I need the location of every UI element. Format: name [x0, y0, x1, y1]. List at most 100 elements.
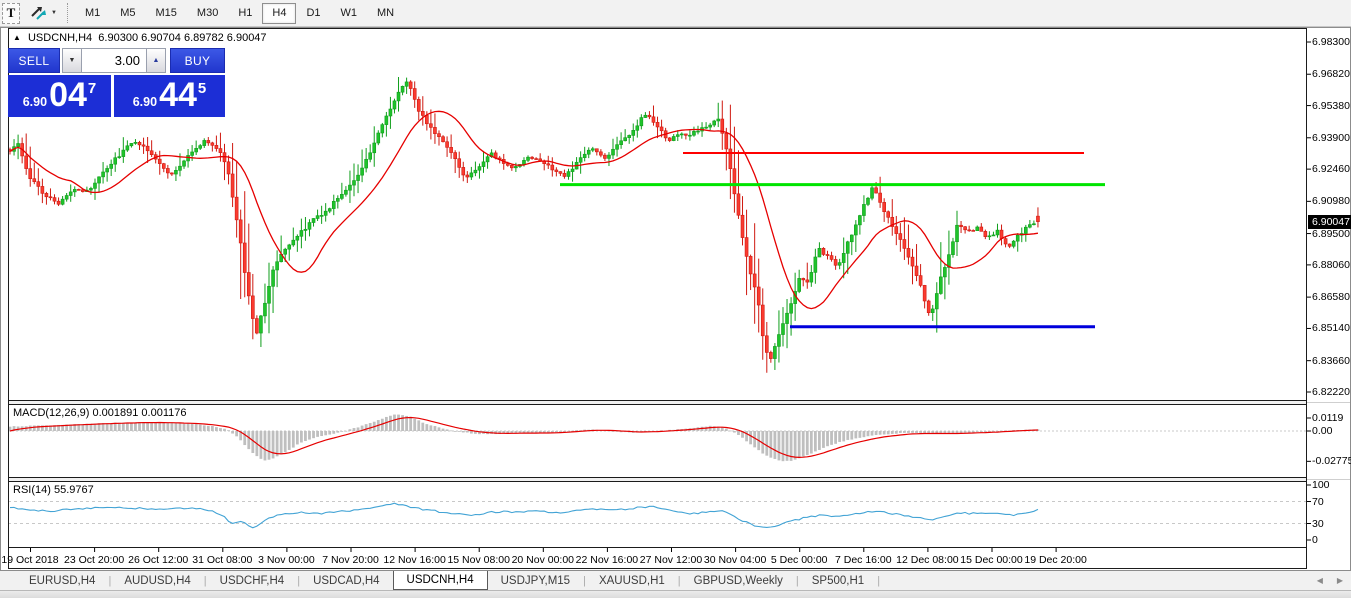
sell-price-base: 6.90 [22, 95, 48, 109]
time-tick-label: 3 Nov 00:00 [258, 554, 315, 566]
sell-price-big: 04 [49, 76, 87, 114]
macd-tick-label: -0.027754 [1312, 455, 1351, 468]
tab-scroll-right-icon[interactable]: ▶ [1336, 576, 1343, 585]
tab-separator: | [203, 574, 207, 587]
time-tick-label: 31 Oct 08:00 [192, 554, 253, 566]
tab-usdchf-h4[interactable]: USDCHF,H4 [219, 574, 285, 587]
chevron-down-icon: ▼ [51, 10, 57, 16]
tab-usdjpy-m15[interactable]: USDJPY,M15 [500, 574, 571, 587]
volume-decrease-button[interactable]: ▼ [62, 48, 82, 73]
ohlc-open: 6.90300 [98, 32, 139, 44]
symbol-marker-icon: ▲ [13, 33, 21, 42]
toolbar-separator [66, 3, 68, 23]
buy-price-base: 6.90 [132, 95, 158, 109]
rsi-tick-label: 100 [1312, 479, 1330, 491]
timeframe-button-group: M1 M5 M15 M30 H1 H4 D1 W1 MN [75, 2, 404, 24]
buy-price-pip: 5 [197, 80, 207, 97]
rsi-tick-label: 70 [1312, 495, 1324, 508]
top-toolbar: T ▼ M1 M5 M15 M30 H1 H4 D1 W1 MN [0, 0, 1351, 27]
chart-symbol: USDCNH,H4 [27, 32, 93, 44]
tab-scroll-left-icon[interactable]: ◀ [1316, 576, 1323, 585]
spinner-up-icon: ▲ [152, 57, 160, 64]
price-tick-label: 6.96820 [1312, 68, 1350, 81]
rsi-tick-label: 30 [1312, 517, 1324, 530]
tab-eurusd-h4[interactable]: EURUSD,H4 [29, 574, 96, 587]
time-tick-label: 7 Dec 16:00 [834, 554, 892, 566]
timeframe-button-d1[interactable]: D1 [306, 7, 321, 19]
price-tick-label: 6.88060 [1312, 258, 1350, 271]
price-tick-label: 6.85140 [1312, 322, 1350, 335]
rsi-tick-label: 0 [1312, 534, 1318, 546]
time-tick-label: 19 Oct 2018 [1, 554, 59, 566]
sell-price-pip: 7 [87, 80, 97, 97]
sell-button[interactable]: SELL [8, 48, 60, 73]
time-tick-label: 20 Nov 00:00 [511, 554, 575, 566]
price-tick-label: 6.89500 [1312, 227, 1350, 240]
tab-xauusd-h1[interactable]: XAUUSD,H1 [598, 574, 665, 587]
spinner-down-icon: ▼ [68, 57, 76, 64]
symbol-tab-bar: EURUSD,H4 | AUDUSD,H4 | USDCHF,H4 | USDCAD,H4 U… [0, 570, 1351, 590]
timeframe-button-m5[interactable]: M5 [120, 7, 136, 19]
tab-usdcnh-h4[interactable]: USDCNH,H4 [392, 571, 488, 590]
time-tick-label: 12 Dec 08:00 [896, 554, 959, 566]
volume-increase-button[interactable]: ▲ [146, 48, 166, 73]
timeframe-button-h1[interactable]: H1 [238, 7, 253, 19]
tab-audusd-h4[interactable]: AUDUSD,H4 [124, 574, 191, 587]
price-tick-label: 6.98300 [1312, 36, 1350, 48]
sell-price-display[interactable]: 6.90 04 7 [8, 75, 111, 117]
text-tool-icon[interactable]: T [2, 2, 20, 24]
time-tick-label: 12 Nov 16:00 [383, 554, 446, 566]
timeframe-button-mn[interactable]: MN [377, 7, 395, 19]
time-tick-label: 30 Nov 04:00 [703, 554, 767, 566]
price-tick-label: 6.86580 [1312, 291, 1350, 304]
time-tick-label: 15 Dec 00:00 [960, 554, 1023, 566]
time-tick-label: 15 Nov 08:00 [447, 554, 510, 566]
timeframe-button-m30[interactable]: M30 [196, 7, 219, 19]
timeframe-button-w1[interactable]: W1 [340, 7, 358, 19]
quick-trade-panel: SELL ▼ 3.00 ▲ BUY 6.90 04 7 6.90 44 5 [8, 48, 225, 117]
ohlc-low: 6.89782 [183, 32, 224, 44]
tab-separator: | [583, 574, 586, 587]
tab-sp500-h1[interactable]: SP500,H1 [811, 574, 865, 587]
macd-tick-label: 0.0119 [1312, 411, 1344, 424]
timeframe-button-h4[interactable]: H4 [262, 2, 297, 24]
tab-separator: | [297, 574, 301, 587]
tab-gbpusd-weekly[interactable]: GBPUSD,Weekly [693, 574, 783, 587]
status-bar [0, 590, 1351, 598]
time-tick-label: 19 Dec 20:00 [1024, 554, 1087, 566]
tab-separator: | [108, 574, 112, 587]
tab-separator: | [795, 574, 799, 587]
rsi-label: RSI(14) 55.9767 [13, 484, 94, 496]
price-tick-label: 6.93900 [1312, 131, 1350, 144]
price-tick-label: 6.90980 [1312, 195, 1350, 208]
price-tick-label: 6.92460 [1312, 163, 1350, 176]
arrows-tool-icon [31, 7, 46, 20]
ohlc-info-line: ▲ USDCNH,H4 6.90300 6.90704 6.89782 6.90… [13, 32, 267, 44]
arrows-tool-button[interactable]: ▼ [29, 5, 57, 21]
macd-label: MACD(12,26,9) 0.001891 0.001176 [13, 407, 187, 419]
price-tick-label: 6.83660 [1312, 354, 1350, 367]
timeframe-button-m1[interactable]: M1 [84, 7, 101, 19]
time-tick-label: 23 Oct 20:00 [64, 554, 125, 566]
ohlc-close: 6.90047 [226, 32, 267, 44]
symbol-tabs: EURUSD,H4 | AUDUSD,H4 | USDCHF,H4 | USDCAD,H4 U… [16, 571, 880, 590]
time-tick-label: 26 Oct 12:00 [128, 554, 189, 566]
buy-price-display[interactable]: 6.90 44 5 [114, 75, 225, 117]
price-tick-label: 6.95380 [1312, 99, 1350, 112]
timeframe-button-m15[interactable]: M15 [155, 7, 177, 19]
current-price-badge: 6.90047 [1308, 214, 1351, 229]
buy-price-big: 44 [159, 76, 197, 114]
time-tick-label: 5 Dec 00:00 [770, 554, 828, 566]
ohlc-high: 6.90704 [141, 32, 181, 44]
tab-scroll-controls: ◀ ▶ [1317, 571, 1351, 590]
macd-tick-label: 0.00 [1312, 425, 1333, 437]
buy-button[interactable]: BUY [170, 48, 225, 73]
price-tick-label: 6.82220 [1312, 386, 1350, 398]
time-tick-label: 22 Nov 16:00 [575, 554, 639, 566]
time-tick-label: 27 Nov 12:00 [639, 554, 703, 566]
tab-separator: | [877, 574, 881, 587]
volume-input[interactable]: 3.00 [82, 48, 146, 73]
time-tick-label: 7 Nov 20:00 [322, 554, 379, 566]
tab-usdcad-h4[interactable]: USDCAD,H4 [313, 574, 380, 587]
